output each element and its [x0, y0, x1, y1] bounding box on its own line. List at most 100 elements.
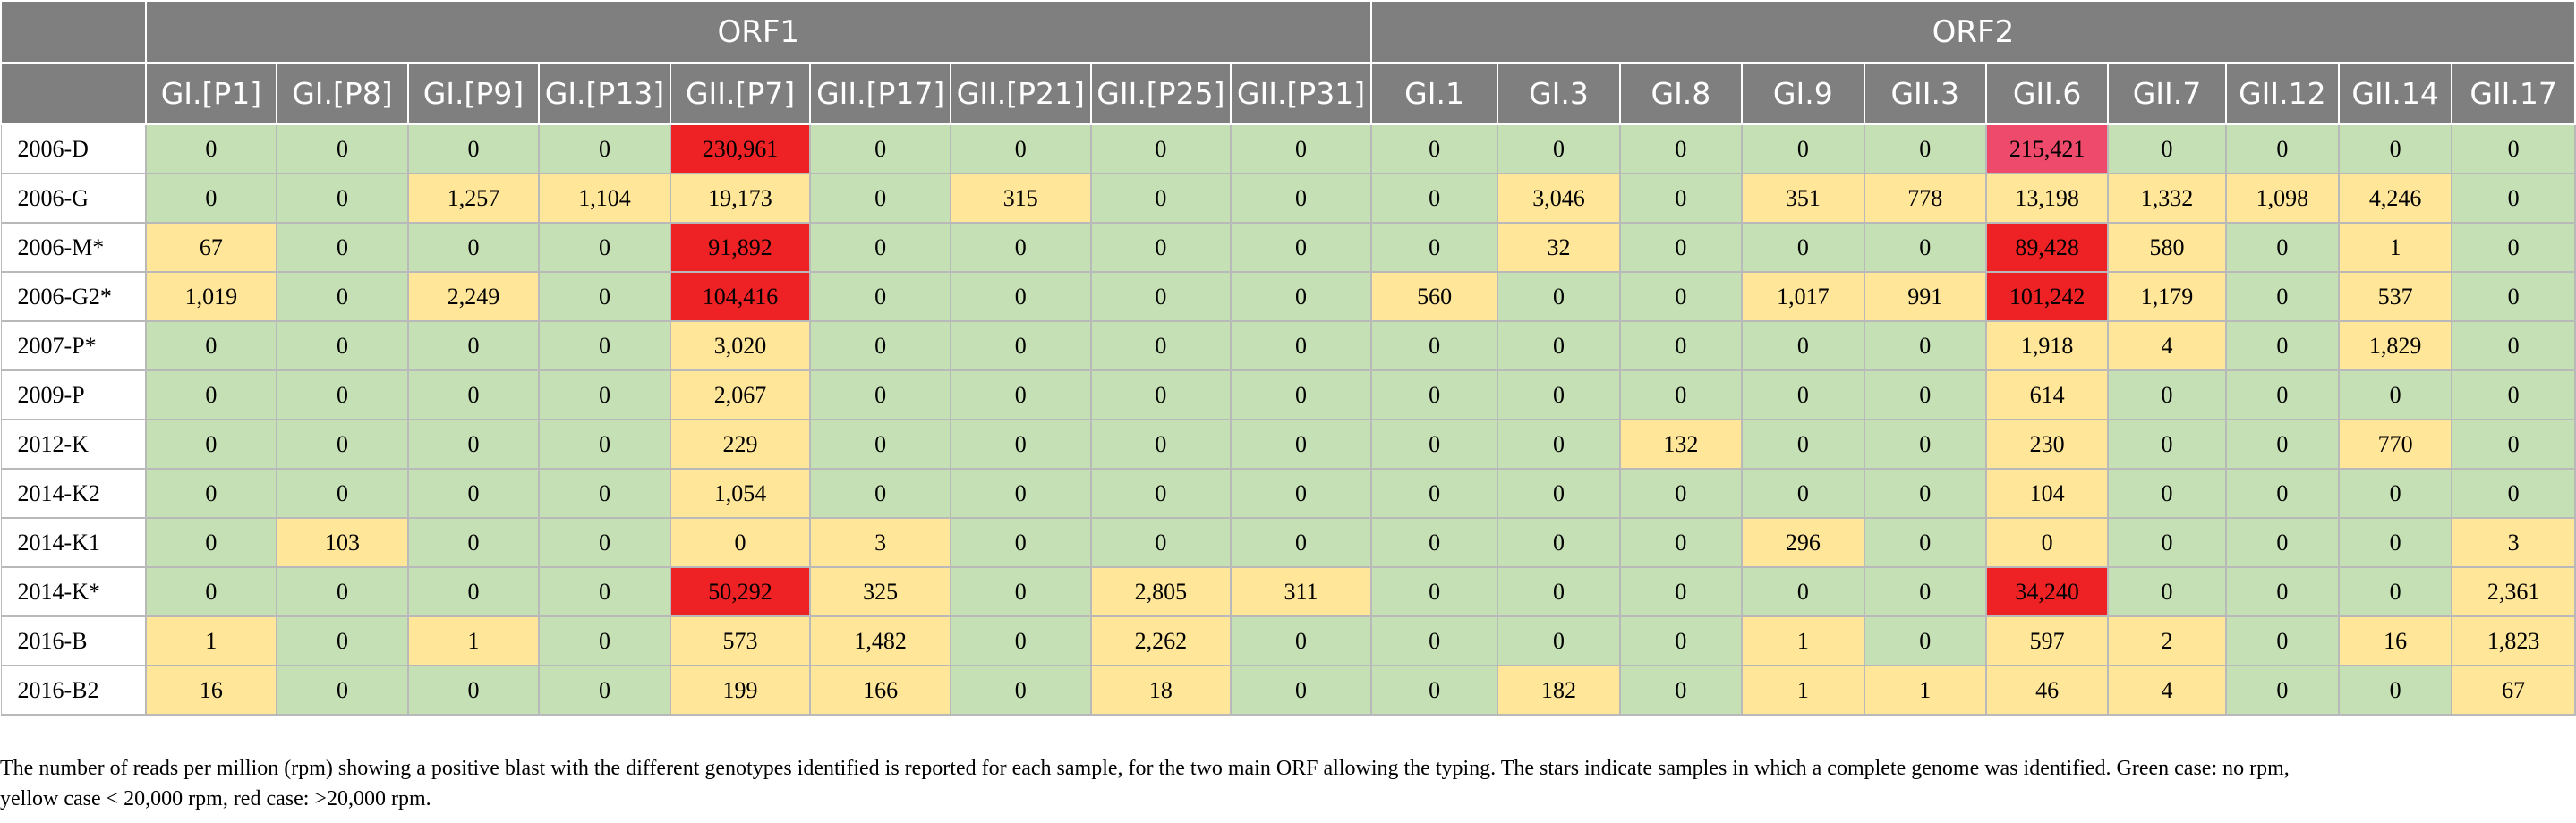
rpm-cell: 19,173	[669, 173, 812, 224]
genotype-column-header: GII.[P31]	[1230, 62, 1372, 125]
rpm-cell: 0	[1089, 222, 1233, 273]
rpm-cell: 0	[276, 320, 409, 371]
rpm-cell: 0	[2224, 123, 2340, 174]
rpm-cell: 0	[949, 419, 1092, 470]
rpm-cell: 0	[1863, 615, 1987, 666]
rpm-cell: 0	[538, 222, 671, 273]
genotype-column-header: GII.12	[2224, 62, 2340, 125]
rpm-cell: 0	[538, 615, 671, 666]
rpm-cell: 0	[1369, 468, 1499, 519]
rpm-cell: 0	[276, 369, 409, 420]
rpm-cell: 296	[1741, 517, 1865, 568]
rpm-cell: 0	[949, 615, 1092, 666]
rpm-cell: 0	[276, 468, 409, 519]
rpm-cell: 0	[2451, 222, 2576, 273]
rpm-cell: 182	[1497, 665, 1621, 716]
rpm-cell: 0	[1089, 468, 1233, 519]
rpm-cell: 0	[809, 419, 951, 470]
rpm-cell: 0	[1618, 271, 1744, 322]
rpm-cell: 991	[1863, 271, 1987, 322]
rpm-cell: 0	[949, 566, 1092, 617]
rpm-cell: 0	[949, 320, 1092, 371]
rpm-cell: 0	[1369, 123, 1499, 174]
rpm-cell: 0	[809, 173, 951, 224]
table-row: 2009-P 0 0 0 0 2,067 0 0 0 0 0 0 0 0 0 614 0 0 0 0	[0, 369, 2576, 420]
rpm-cell: 0	[1984, 517, 2110, 568]
rpm-cell: 132	[1618, 419, 1744, 470]
rpm-cell: 2,361	[2451, 566, 2576, 617]
rpm-cell: 311	[1230, 566, 1372, 617]
genotype-reads-table: ORF1 ORF2 GI.[P1] GI.[P8] GI.[P9] GI.[P13] GI…	[0, 0, 2576, 716]
caption-line: yellow case < 20,000 rpm, red case: >20,…	[0, 787, 431, 810]
genotype-column-header: GI.3	[1497, 62, 1621, 125]
rpm-cell: 0	[949, 222, 1092, 273]
rpm-cell: 0	[276, 419, 409, 470]
rpm-cell: 0	[1497, 369, 1621, 420]
rpm-cell: 0	[1618, 123, 1744, 174]
sample-label: 2014-K1	[0, 517, 147, 568]
rpm-cell: 0	[1618, 615, 1744, 666]
rpm-cell: 0	[2224, 320, 2340, 371]
rpm-cell: 770	[2337, 419, 2453, 470]
rpm-cell: 67	[2451, 665, 2576, 716]
rpm-cell: 104,416	[669, 271, 812, 322]
genotype-column-header: GI.9	[1741, 62, 1865, 125]
rpm-cell: 0	[2451, 271, 2576, 322]
rpm-cell: 0	[1369, 615, 1499, 666]
corner-cell	[0, 62, 147, 125]
rpm-cell: 351	[1741, 173, 1865, 224]
genotype-column-header: GII.[P7]	[669, 62, 812, 125]
rpm-cell: 0	[809, 123, 951, 174]
rpm-cell: 91,892	[669, 222, 812, 273]
rpm-cell: 0	[1497, 419, 1621, 470]
rpm-cell: 3,020	[669, 320, 812, 371]
rpm-cell: 0	[1230, 468, 1372, 519]
rpm-cell: 0	[1497, 615, 1621, 666]
rpm-cell: 0	[2107, 369, 2227, 420]
table-row: 2006-M* 67 0 0 0 91,892 0 0 0 0 0 32 0 0 0 89,428 580 0 1 0	[0, 222, 2576, 273]
rpm-cell: 3	[809, 517, 951, 568]
rpm-cell: 0	[2337, 369, 2453, 420]
sample-label: 2006-G	[0, 173, 147, 224]
rpm-cell: 0	[2451, 468, 2576, 519]
table-row: 2014-K* 0 0 0 0 50,292 325 0 2,805 311 0 0 0 0 0 34,240…	[0, 566, 2576, 617]
rpm-cell: 0	[1618, 369, 1744, 420]
rpm-cell: 0	[1089, 173, 1233, 224]
sample-label: 2009-P	[0, 369, 147, 420]
table-body: 2006-D 0 0 0 0 230,961 0 0 0 0 0 0 0 0 0 215,421 0 0 0 0 200…	[0, 123, 2576, 716]
rpm-cell: 0	[1230, 517, 1372, 568]
rpm-cell: 2	[2107, 615, 2227, 666]
rpm-cell: 0	[538, 419, 671, 470]
rpm-cell: 0	[276, 123, 409, 174]
rpm-cell: 0	[1863, 320, 1987, 371]
rpm-cell: 0	[406, 123, 541, 174]
rpm-cell: 0	[276, 665, 409, 716]
rpm-cell: 0	[1230, 173, 1372, 224]
rpm-cell: 0	[1369, 173, 1499, 224]
rpm-cell: 1	[1741, 665, 1865, 716]
rpm-cell: 560	[1369, 271, 1499, 322]
rpm-cell: 0	[2224, 271, 2340, 322]
rpm-cell: 0	[406, 566, 541, 617]
rpm-cell: 0	[1230, 419, 1372, 470]
rpm-cell: 0	[949, 123, 1092, 174]
rpm-cell: 0	[1741, 419, 1865, 470]
rpm-cell: 0	[1863, 468, 1987, 519]
orf-group-header: ORF2	[1369, 0, 2576, 64]
rpm-cell: 1,257	[406, 173, 541, 224]
rpm-cell: 778	[1863, 173, 1987, 224]
rpm-cell: 614	[1984, 369, 2110, 420]
rpm-cell: 0	[1369, 665, 1499, 716]
genotype-column-header: GII.14	[2337, 62, 2453, 125]
rpm-cell: 0	[809, 369, 951, 420]
rpm-cell: 0	[1089, 517, 1233, 568]
rpm-cell: 1	[1741, 615, 1865, 666]
rpm-cell: 0	[1863, 419, 1987, 470]
genotype-column-header: GII.7	[2107, 62, 2227, 125]
rpm-cell: 0	[276, 615, 409, 666]
rpm-cell: 0	[1369, 517, 1499, 568]
rpm-cell: 229	[669, 419, 812, 470]
rpm-cell: 0	[2224, 222, 2340, 273]
rpm-cell: 1,098	[2224, 173, 2340, 224]
genotype-column-header: GII.[P17]	[809, 62, 951, 125]
